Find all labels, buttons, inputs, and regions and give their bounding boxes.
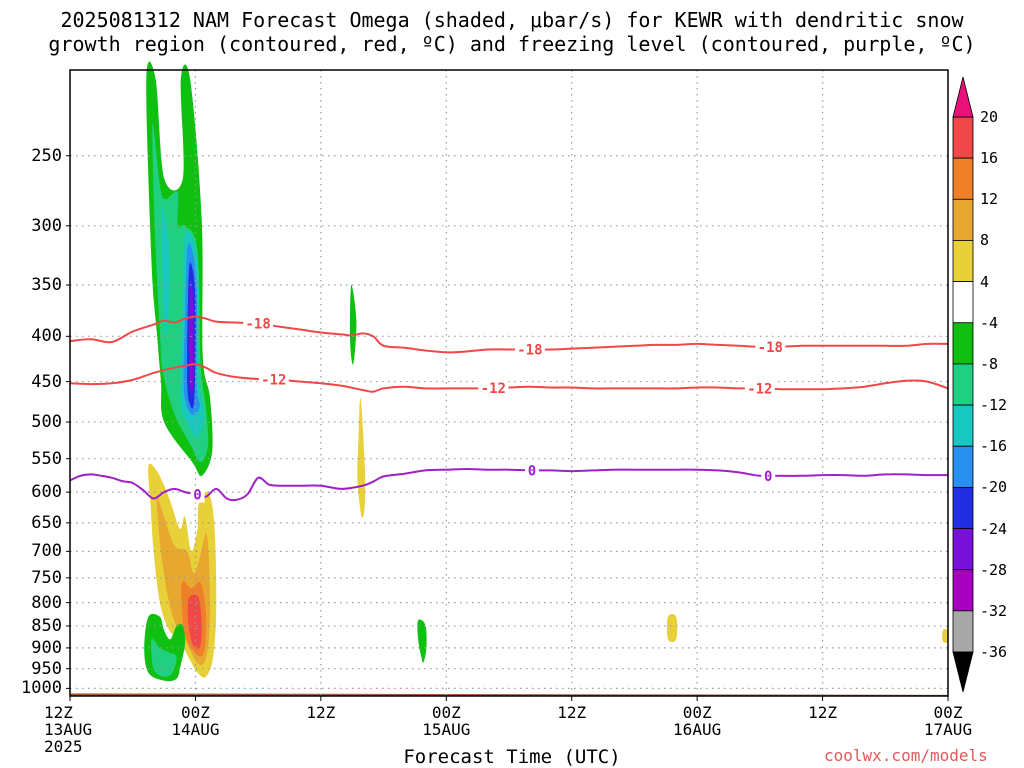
x-tick-label: 00Z — [180, 703, 210, 722]
x-tick-label: 15AUG — [422, 720, 471, 739]
contour-label-bg — [258, 371, 289, 388]
y-tick-label-300: 300 — [31, 215, 62, 236]
x-tick-label: 00Z — [682, 703, 712, 722]
x-tick-label: 17AUG — [923, 720, 973, 739]
y-tick-label-900: 900 — [31, 637, 62, 658]
y-tick-label-400: 400 — [31, 326, 62, 347]
colorbar-label: 16 — [980, 149, 999, 168]
x-axis-title: Forecast Time (UTC) — [403, 746, 621, 768]
contour-label: -12 — [261, 373, 286, 389]
omega-region-7 — [190, 315, 193, 379]
colorbar-cell-2 — [952, 198, 974, 241]
colorbar-under-triangle — [952, 651, 974, 693]
colorbar-cell-11 — [952, 569, 974, 612]
colorbar-cell-12 — [952, 610, 974, 653]
contour-label-bg — [524, 462, 539, 479]
x-tick-label: 00Z — [431, 703, 461, 722]
colorbar-cell-8 — [952, 445, 974, 488]
y-tick-label-700: 700 — [31, 541, 62, 562]
colorbar-cell-1 — [952, 157, 974, 200]
y-tick-label-500: 500 — [31, 412, 62, 433]
y-tick-label-250: 250 — [31, 145, 62, 166]
contour-label-bg — [514, 341, 545, 358]
x-tick-label: 16AUG — [673, 720, 722, 739]
y-tick-label-350: 350 — [31, 275, 62, 296]
colorbar-label: -20 — [980, 478, 1008, 497]
x-tick-label: 2025 — [44, 737, 83, 756]
contour-label-bg — [243, 315, 274, 332]
contour-dendritic-1 — [69, 363, 949, 393]
colorbar-label: 4 — [980, 272, 990, 291]
contour-label: -18 — [517, 343, 542, 359]
omega-region-17 — [151, 638, 177, 677]
x-tick-label: 14AUG — [171, 720, 220, 739]
colorbar-label: -24 — [980, 519, 1008, 538]
contour-label-bg — [190, 486, 205, 503]
y-tick-label-650: 650 — [31, 512, 62, 533]
contour-label: -12 — [481, 381, 506, 397]
plot-frame — [69, 69, 949, 697]
omega-region-2 — [161, 205, 170, 338]
axis-ticks — [66, 155, 949, 701]
omega-region-18 — [417, 619, 427, 663]
credit-text: coolwx.com/models — [824, 746, 988, 765]
x-tick-label: 12Z — [44, 703, 73, 722]
colorbar-label: -36 — [980, 643, 1008, 661]
contour-label: -12 — [747, 381, 772, 397]
contour-label-bg — [478, 380, 509, 397]
omega-region-15 — [942, 629, 949, 643]
contour-label: 0 — [764, 469, 772, 485]
y-tick-label-600: 600 — [31, 482, 62, 503]
contour-label: -18 — [758, 340, 783, 356]
colorbar-label: -28 — [980, 560, 1008, 579]
colorbar-cell-7 — [952, 404, 974, 447]
contour-label: 0 — [528, 463, 536, 479]
colorbar-label: 20 — [980, 108, 999, 126]
y-tick-label-950: 950 — [31, 658, 62, 679]
y-tick-label-450: 450 — [31, 371, 62, 392]
y-tick-label-800: 800 — [31, 592, 62, 613]
colorbar-label: -8 — [980, 354, 999, 373]
y-tick-label-1000: 1000 — [21, 678, 62, 699]
colorbar — [952, 76, 974, 693]
y-tick-label-850: 850 — [31, 615, 62, 636]
chart-title-line-2: growth region (contoured, red, ºC) and f… — [48, 32, 976, 56]
colorbar-cell-4 — [952, 281, 974, 324]
colorbar-label: 12 — [980, 190, 999, 209]
contour-lines: -18 -18 -18 -12 -12 -12 0 0 0 — [69, 315, 949, 504]
y-tick-label-550: 550 — [31, 448, 62, 469]
colorbar-cell-5 — [952, 322, 974, 365]
colorbar-cell-10 — [952, 528, 974, 571]
omega-region-8 — [349, 284, 357, 365]
colorbar-over-triangle — [952, 76, 974, 118]
colorbar-cell-6 — [952, 363, 974, 406]
contour-label: 0 — [193, 488, 201, 504]
omega-region-12 — [187, 594, 202, 650]
colorbar-label: -16 — [980, 437, 1008, 456]
colorbar-label: 8 — [980, 231, 990, 250]
omega-region-14 — [666, 614, 678, 643]
plot-background — [70, 70, 948, 696]
y-tick-label-750: 750 — [31, 567, 62, 588]
omega-shading — [144, 61, 949, 682]
contour-label: -18 — [245, 317, 270, 333]
colorbar-label: -32 — [980, 601, 1008, 620]
colorbar-label: -12 — [980, 396, 1008, 415]
contour-label-bg — [761, 467, 776, 484]
x-tick-label: 12Z — [306, 703, 336, 722]
omega-region-13 — [357, 397, 366, 519]
colorbar-cell-3 — [952, 240, 974, 283]
x-tick-label: 13AUG — [44, 720, 93, 739]
x-tick-label: 00Z — [933, 703, 963, 722]
contour-label-bg — [755, 338, 786, 355]
contour-label-bg — [744, 380, 775, 397]
chart-title-line-1: 2025081312 NAM Forecast Omega (shaded, μ… — [60, 8, 964, 32]
x-tick-label: 12Z — [808, 703, 838, 722]
x-tick-label: 12Z — [557, 703, 587, 722]
colorbar-cell-0 — [952, 116, 974, 159]
colorbar-label: -4 — [980, 313, 999, 332]
colorbar-cell-9 — [952, 486, 974, 529]
